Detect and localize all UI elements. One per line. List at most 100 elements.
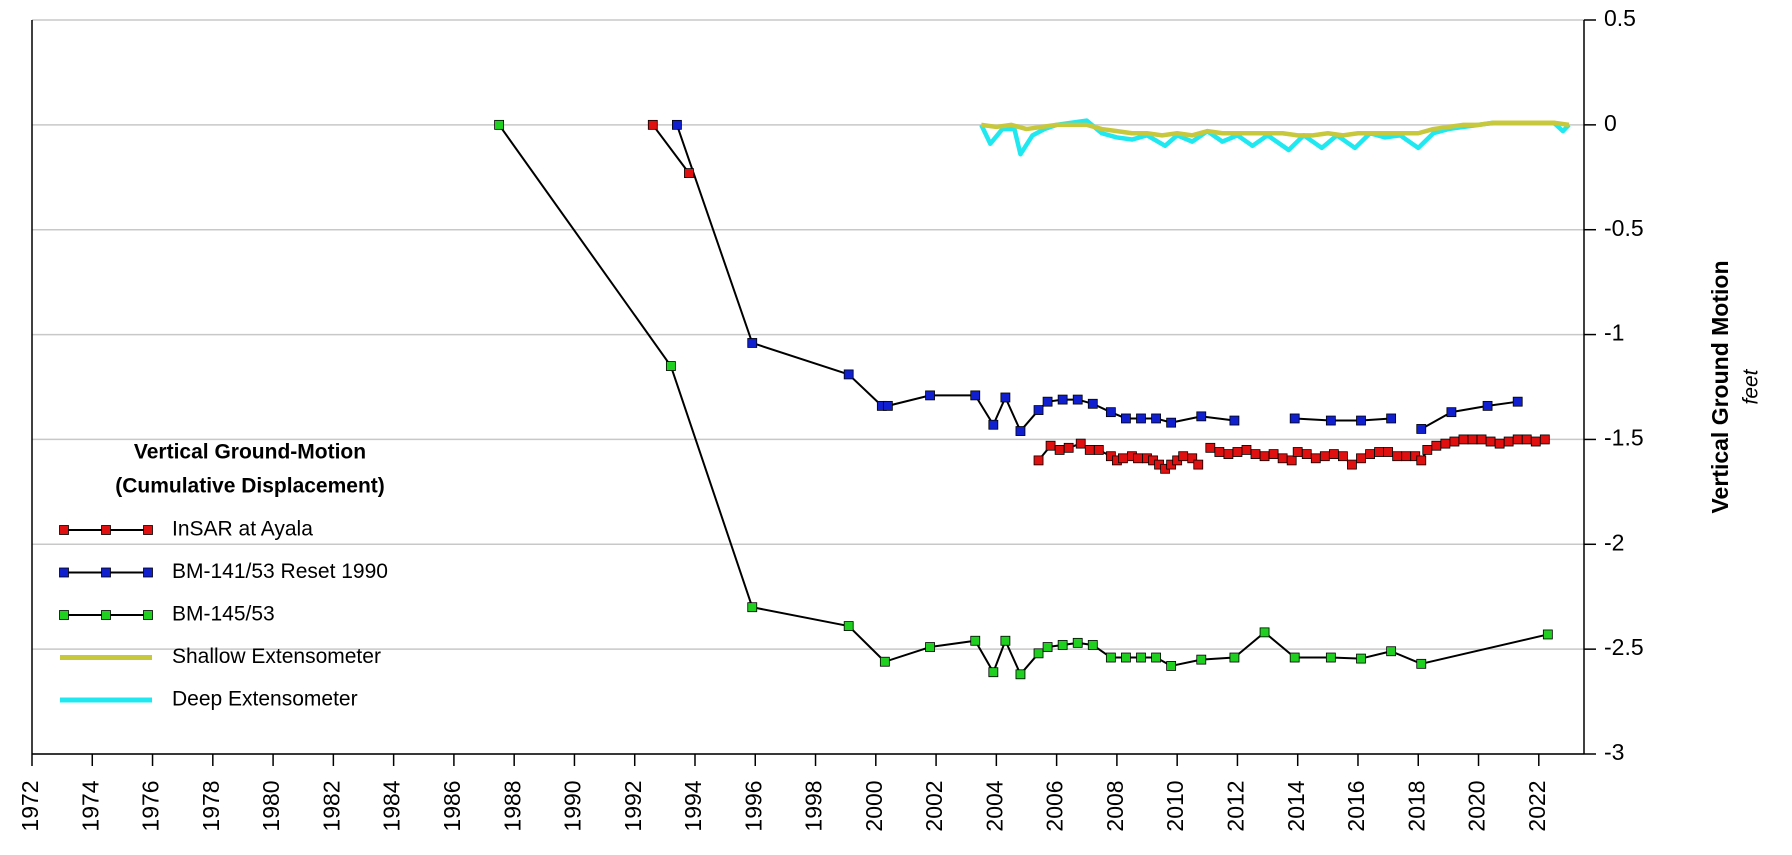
x-tick-label: 2006 [1042,780,1068,831]
marker [1503,436,1514,447]
marker [684,168,694,178]
x-tick-label: 1974 [77,780,103,831]
x-tick-label: 2018 [1403,780,1429,831]
marker [1075,438,1086,449]
marker [970,390,981,401]
marker [1347,459,1357,470]
marker [1310,453,1321,464]
marker [925,390,935,401]
x-tick-label: 1984 [379,780,405,831]
marker [1057,640,1068,650]
marker [1356,653,1366,664]
marker [1087,398,1098,409]
marker [1121,652,1131,663]
x-tick-label: 2012 [1223,780,1249,831]
y-axis-title: Vertical Ground Motion [1707,260,1733,513]
y-tick-label: 0.5 [1604,5,1636,31]
marker [1467,434,1478,445]
x-tick-label: 2002 [921,780,947,831]
legend: Vertical Ground-Motion (Cumulative Displa… [59,441,388,711]
marker [1482,400,1493,411]
marker [1431,440,1442,451]
x-tick-label: 1994 [680,780,706,831]
marker [1229,652,1240,663]
marker [1054,445,1065,455]
y-tick-label: -0.5 [1604,215,1644,241]
marker [1292,447,1303,457]
marker [988,419,999,430]
marker [1416,658,1427,669]
x-tick-label: 1990 [560,780,586,831]
x-tick-label: 2004 [981,780,1007,831]
marker [1416,455,1427,466]
marker [1033,648,1044,659]
x-tick-label: 1978 [198,780,224,831]
legend-marker [143,567,153,578]
y-axis-unit: feet [1740,368,1763,404]
marker [1416,424,1427,434]
series-line [675,124,1518,433]
x-tick-label: 1982 [318,780,344,831]
marker [1015,669,1026,680]
marker [1422,445,1433,455]
marker [882,400,893,411]
marker [1193,459,1204,470]
x-tick-label: 2014 [1283,780,1309,831]
legend-label: Deep Extensometer [172,688,358,711]
series-line [651,124,1546,470]
legend-label: Shallow Extensometer [172,645,381,668]
marker [1166,661,1177,671]
marker [1057,394,1068,405]
marker [1289,652,1300,663]
marker [1365,449,1375,460]
marker [1063,442,1074,453]
marker [494,119,505,130]
marker [843,621,854,631]
legend-marker [101,610,111,620]
marker [1214,447,1225,457]
marker [1105,407,1116,418]
marker [1072,637,1083,648]
y-tick-label: -2 [1604,529,1624,555]
x-tick-label: 2022 [1524,780,1550,831]
marker [1319,451,1330,462]
marker [1374,447,1384,457]
x-tick-label: 1998 [801,780,827,831]
marker [1166,417,1177,428]
marker [1229,415,1240,426]
marker [1232,447,1243,457]
marker [1268,449,1279,460]
y-tick-label: -1 [1604,320,1624,346]
marker [1093,445,1104,455]
marker [1045,440,1056,451]
marker [1105,652,1116,663]
marker [647,119,658,130]
marker [1118,453,1128,464]
marker [1449,436,1460,447]
marker [970,635,981,646]
marker [1521,434,1532,445]
marker [1087,640,1098,650]
marker [1121,413,1131,424]
marker [1356,415,1366,426]
marker [1301,449,1312,460]
marker [1151,652,1161,663]
marker [1401,451,1412,462]
legend-label: BM-141/53 Reset 1990 [172,560,388,583]
legend-marker [143,525,153,535]
marker [1259,627,1270,638]
marker [1000,392,1011,403]
marker [1386,646,1397,657]
marker [1338,451,1348,462]
marker [1136,413,1146,424]
legend-marker [143,610,153,620]
marker [1178,451,1189,462]
series-line [980,120,1570,138]
marker [1151,413,1161,424]
marker [1494,438,1505,449]
legend-marker [101,525,111,535]
marker [988,667,999,678]
x-tick-label: 2016 [1343,780,1369,831]
marker [1205,442,1216,453]
